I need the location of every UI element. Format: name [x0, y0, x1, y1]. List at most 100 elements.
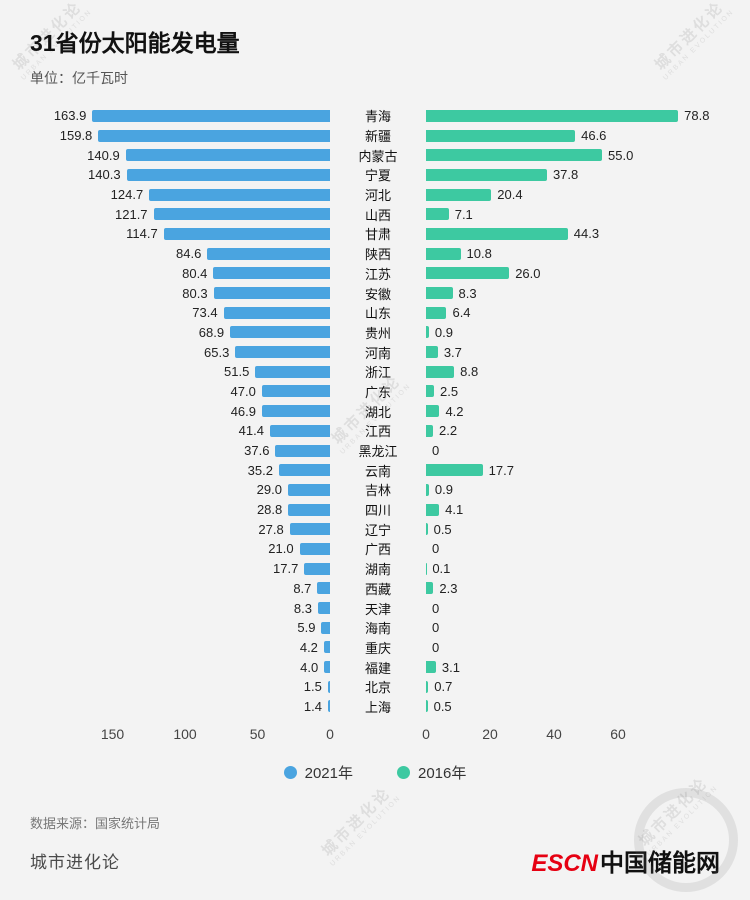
province-label: 西藏 — [364, 581, 391, 597]
value-label-2021: 47.0 — [230, 383, 256, 399]
value-label-2016: 0.1 — [432, 561, 451, 577]
chart-row: 17.7 湖南 0.1 — [0, 559, 750, 579]
left-bar-cell: 8.7 — [30, 581, 330, 596]
bar-2021 — [317, 602, 330, 615]
value-label-2021: 27.8 — [258, 521, 284, 537]
bar-2016 — [426, 287, 453, 300]
value-label-2021: 84.6 — [176, 246, 202, 262]
province-label: 四川 — [364, 503, 391, 519]
bar-2021 — [317, 582, 330, 595]
bar-2021 — [163, 227, 330, 240]
right-axis-tick: 60 — [610, 726, 626, 743]
right-bar-cell: 2.2 — [426, 423, 720, 438]
bar-2021 — [126, 168, 330, 181]
value-label-2016: 7.1 — [454, 206, 473, 222]
bar-2021 — [287, 483, 330, 496]
bar-2021 — [207, 247, 330, 260]
value-label-2021: 80.3 — [182, 285, 208, 301]
chart-row: 46.9 湖北 4.2 — [0, 401, 750, 421]
watermark-badge-circle — [634, 788, 738, 892]
right-bar-cell: 0.9 — [426, 482, 720, 497]
right-bar-cell: 2.3 — [426, 581, 720, 596]
chart-row: 1.4 上海 0.5 — [0, 697, 750, 717]
left-bar-cell: 84.6 — [30, 246, 330, 261]
chart-row: 159.8 新疆 46.6 — [0, 126, 750, 146]
chart-row: 4.0 福建 3.1 — [0, 657, 750, 677]
left-bar-cell: 21.0 — [30, 541, 330, 556]
bar-2021 — [98, 129, 330, 142]
left-bar-cell: 73.4 — [30, 305, 330, 320]
value-label-2021: 80.4 — [182, 265, 208, 281]
province-label: 内蒙古 — [358, 148, 398, 164]
right-bar-cell: 55.0 — [426, 148, 720, 163]
right-bar-cell: 0.7 — [426, 679, 720, 694]
left-bar-cell: 37.6 — [30, 443, 330, 458]
value-label-2016: 26.0 — [515, 265, 541, 281]
right-axis-tick: 0 — [422, 726, 430, 743]
left-bar-cell: 4.2 — [30, 640, 330, 655]
escn-logo-red: ESCN — [531, 850, 598, 877]
value-label-2021: 35.2 — [247, 462, 273, 478]
bar-2021 — [275, 444, 330, 457]
chart-row: 140.3 宁夏 37.8 — [0, 165, 750, 185]
bar-2021 — [262, 405, 330, 418]
bar-2021 — [289, 523, 330, 536]
chart-row: 8.3 天津 0 — [0, 598, 750, 618]
right-bar-cell: 0.5 — [426, 522, 720, 537]
value-label-2021: 51.5 — [224, 364, 250, 380]
value-label-2021: 37.6 — [244, 443, 270, 459]
province-label: 浙江 — [364, 365, 391, 381]
bar-2021 — [327, 680, 330, 693]
value-label-2016: 0.9 — [434, 482, 453, 498]
value-label-2016: 17.7 — [488, 462, 514, 478]
value-label-2016: 0 — [432, 639, 440, 655]
bar-2021 — [304, 562, 330, 575]
bar-2021 — [235, 346, 330, 359]
value-label-2021: 65.3 — [204, 344, 230, 360]
chart-row: 80.4 江苏 26.0 — [0, 264, 750, 284]
value-label-2021: 140.9 — [87, 147, 120, 163]
right-bar-cell: 46.6 — [426, 128, 720, 143]
legend-item-2021年: 2021年 — [283, 762, 353, 783]
province-label: 重庆 — [364, 640, 391, 656]
bar-2021 — [288, 503, 330, 516]
unit-label: 单位：亿千瓦时 — [30, 70, 128, 86]
left-bar-cell: 121.7 — [30, 207, 330, 222]
province-label: 黑龙江 — [358, 444, 398, 460]
province-label: 甘肃 — [364, 227, 391, 243]
right-bar-cell: 7.1 — [426, 207, 720, 222]
legend-label: 2021年 — [304, 765, 353, 783]
left-bar-cell: 41.4 — [30, 423, 330, 438]
value-label-2016: 55.0 — [608, 147, 634, 163]
bar-2016 — [426, 267, 510, 280]
bar-2021 — [153, 208, 330, 221]
right-bar-cell: 44.3 — [426, 226, 720, 241]
chart-row: 73.4 山东 6.4 — [0, 303, 750, 323]
province-label: 海南 — [364, 621, 391, 637]
left-bar-cell: 8.3 — [30, 601, 330, 616]
bar-2016 — [426, 661, 436, 674]
value-label-2021: 73.4 — [192, 305, 218, 321]
value-label-2021: 28.8 — [256, 502, 283, 518]
chart-row: 163.9 青海 78.8 — [0, 106, 750, 126]
value-label-2016: 0.5 — [433, 521, 452, 537]
left-bar-cell: 29.0 — [30, 482, 330, 497]
left-bar-cell: 51.5 — [30, 364, 330, 379]
bar-2016 — [426, 365, 455, 378]
brand-name: 城市进化论 — [30, 853, 120, 872]
value-label-2021: 163.9 — [53, 108, 87, 124]
chart-row: 121.7 山西 7.1 — [0, 204, 750, 224]
right-bar-cell: 0 — [426, 541, 720, 556]
right-bar-cell: 4.2 — [426, 404, 720, 419]
province-label: 广东 — [364, 384, 391, 400]
right-bar-cell: 8.8 — [426, 364, 720, 379]
value-label-2016: 0 — [432, 600, 440, 616]
left-bar-cell: 27.8 — [30, 522, 330, 537]
chart-row: 35.2 云南 17.7 — [0, 460, 750, 480]
province-label: 北京 — [364, 680, 391, 696]
right-bar-cell: 0 — [426, 443, 720, 458]
value-label-2016: 0.7 — [434, 679, 453, 695]
right-bar-cell: 8.3 — [426, 286, 720, 301]
value-label-2016: 3.7 — [443, 344, 462, 360]
bar-2021 — [255, 365, 330, 378]
